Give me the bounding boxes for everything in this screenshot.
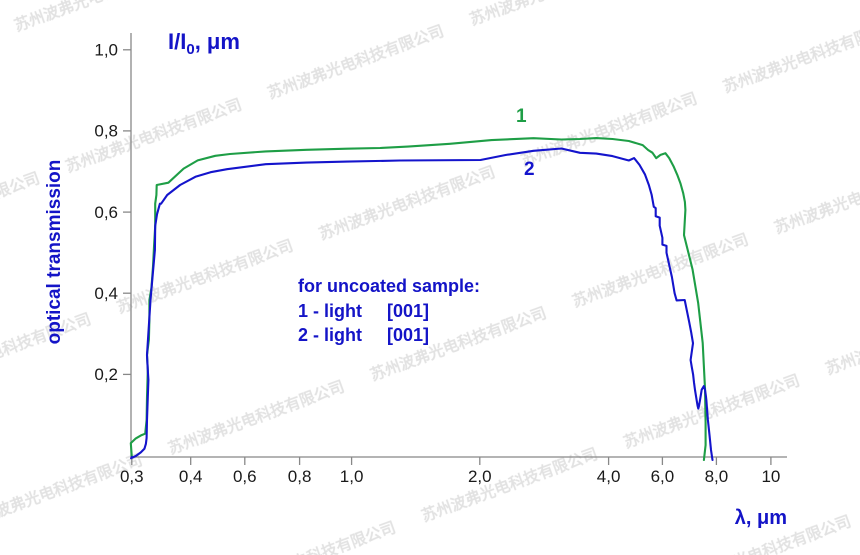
svg-text:1: 1	[516, 106, 527, 127]
svg-text:λ, μm: λ, μm	[735, 507, 787, 529]
svg-text:0,6: 0,6	[94, 203, 118, 222]
svg-text:0,8: 0,8	[94, 122, 118, 141]
svg-text:2 - light [001]: 2 - light [001]	[298, 325, 429, 345]
svg-text:8,0: 8,0	[705, 467, 729, 486]
svg-text:0,3: 0,3	[120, 467, 144, 486]
svg-text:2,0: 2,0	[468, 467, 492, 486]
svg-text:4,0: 4,0	[597, 467, 621, 486]
svg-text:6,0: 6,0	[651, 467, 675, 486]
svg-text:1,0: 1,0	[340, 467, 364, 486]
svg-text:optical transmission: optical transmission	[44, 160, 65, 345]
svg-text:2: 2	[524, 159, 535, 180]
svg-text:for uncoated sample:: for uncoated sample:	[298, 276, 480, 296]
svg-text:0,2: 0,2	[94, 365, 118, 384]
svg-text:1 - light [001]: 1 - light [001]	[298, 301, 429, 321]
svg-text:0,4: 0,4	[179, 467, 203, 486]
svg-text:0,4: 0,4	[94, 284, 118, 303]
svg-text:0,8: 0,8	[288, 467, 312, 486]
svg-text:0,6: 0,6	[233, 467, 257, 486]
svg-text:1,0: 1,0	[94, 41, 118, 60]
svg-text:I/I0, μm: I/I0, μm	[168, 29, 240, 58]
svg-text:10: 10	[761, 467, 780, 486]
